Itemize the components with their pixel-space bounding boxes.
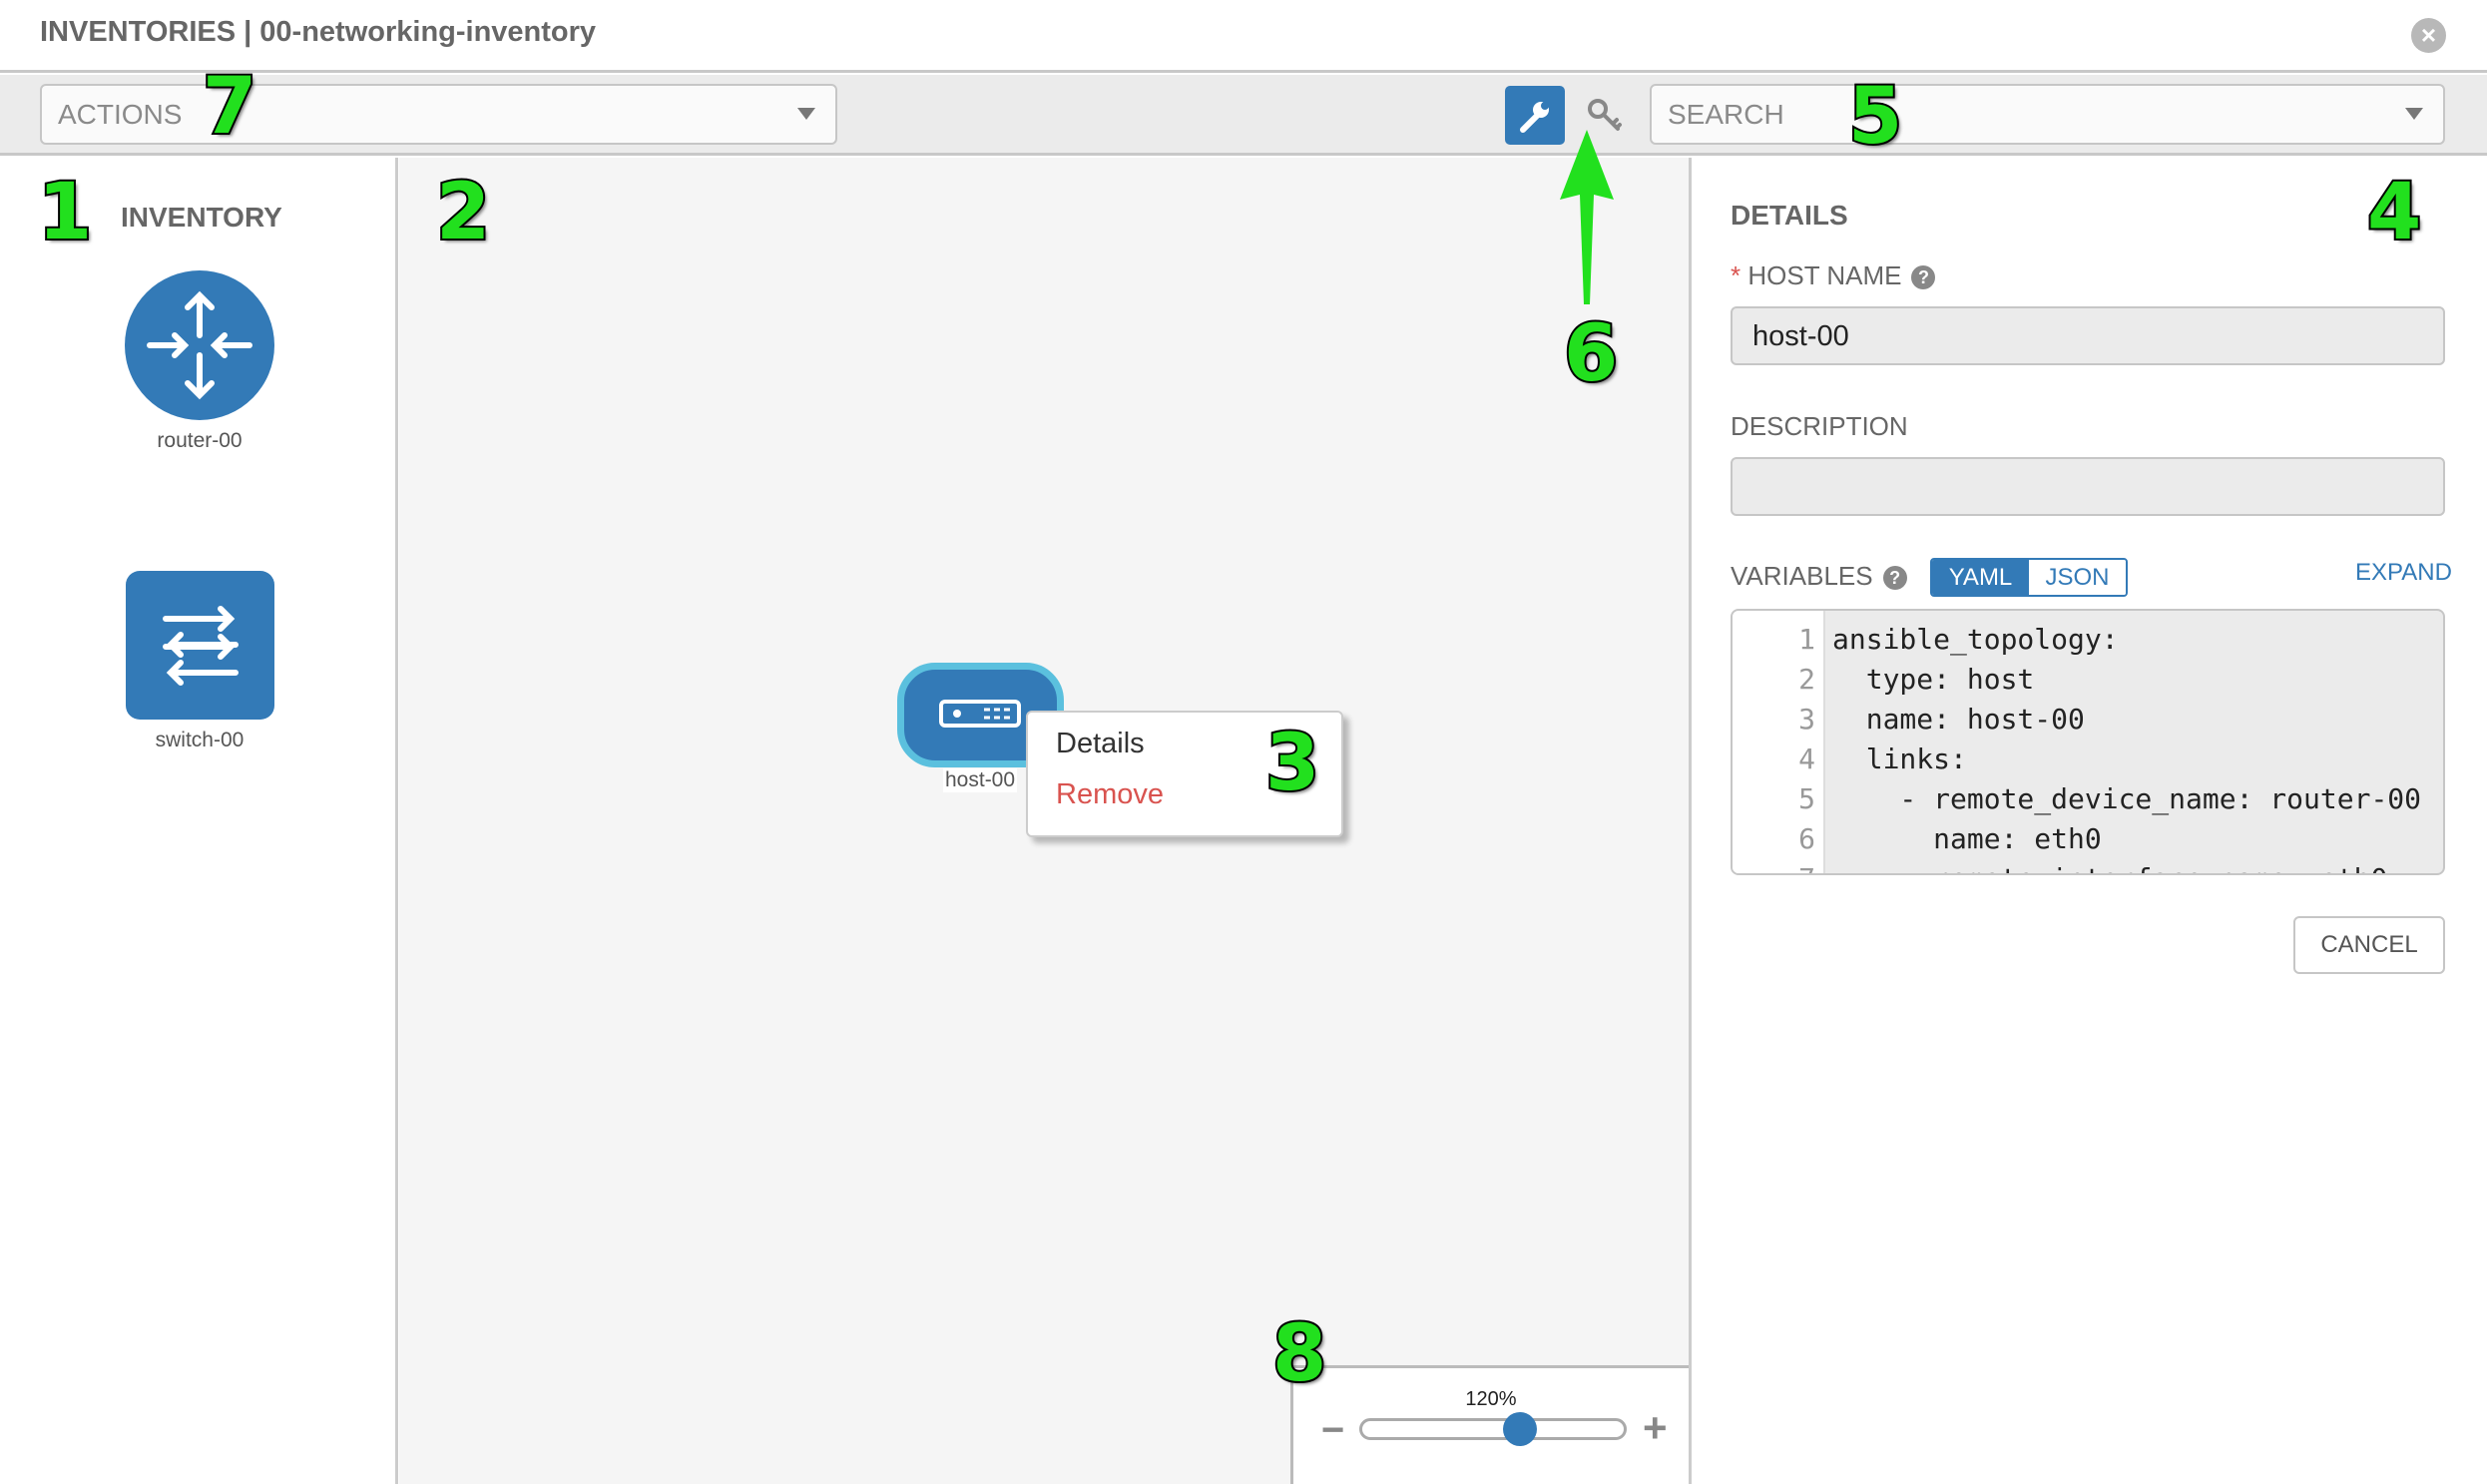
line-number: 4 xyxy=(1798,742,1815,775)
close-icon[interactable]: × xyxy=(2411,18,2446,53)
host-name-label-text: HOST NAME xyxy=(1747,260,1902,290)
annotation-6: 6 xyxy=(1562,307,1620,401)
annotation-8: 8 xyxy=(1270,1307,1328,1401)
page-title: INVENTORIES | 00-networking-inventory xyxy=(40,16,597,48)
zoom-slider-handle[interactable] xyxy=(1502,1412,1537,1446)
help-icon[interactable]: ? xyxy=(1911,265,1936,290)
zoom-slider[interactable] xyxy=(1359,1418,1627,1440)
code-line: ansible_topology: xyxy=(1832,623,2119,656)
router-label: router-00 xyxy=(157,429,243,452)
description-input[interactable] xyxy=(1731,457,2445,516)
inventory-title: INVENTORY xyxy=(121,202,282,233)
line-number: 5 xyxy=(1798,782,1815,815)
code-line: - remote_device_name: router-00 xyxy=(1832,782,2422,815)
search-dropdown[interactable]: SEARCH xyxy=(1650,84,2445,145)
variables-label: VARIABLES? xyxy=(1731,561,1907,592)
switch-label: switch-00 xyxy=(155,729,245,751)
annotation-7: 7 xyxy=(201,60,258,154)
wrench-button[interactable] xyxy=(1505,86,1565,145)
menu-item-details[interactable]: Details xyxy=(1056,728,1145,759)
annotation-1: 1 xyxy=(36,166,94,259)
code-line: name: eth0 xyxy=(1832,822,2102,855)
yaml-toggle[interactable]: YAML xyxy=(1932,560,2029,595)
line-number: 7 xyxy=(1798,862,1815,873)
code-line: remote_interface_name: eth0 xyxy=(1832,862,2387,873)
key-icon[interactable] xyxy=(1585,96,1625,136)
expand-link[interactable]: EXPAND xyxy=(2355,559,2452,586)
line-gutter: 1 2 3 4 5 6 7 xyxy=(1733,611,1825,873)
host-name-input[interactable]: host-00 xyxy=(1731,306,2445,365)
description-label: DESCRIPTION xyxy=(1731,411,1908,441)
host-name-value: host-00 xyxy=(1752,320,1849,352)
code-line: type: host xyxy=(1832,663,2035,696)
switch-item[interactable] xyxy=(126,571,274,720)
zoom-out-button[interactable]: − xyxy=(1321,1408,1345,1452)
required-mark: * xyxy=(1731,260,1741,290)
chevron-down-icon xyxy=(2405,108,2423,120)
line-number: 3 xyxy=(1798,703,1815,736)
variables-label-text: VARIABLES xyxy=(1731,561,1873,591)
host-server-icon xyxy=(939,700,1021,728)
host-node-label: host-00 xyxy=(943,768,1018,792)
router-icon xyxy=(147,290,252,400)
switch-icon xyxy=(163,606,239,686)
annotation-4: 4 xyxy=(2365,166,2423,259)
search-input[interactable]: SEARCH xyxy=(1668,99,1784,130)
inventory-panel: INVENTORY router-00 switch-00 xyxy=(0,158,398,1484)
annotation-arrow-icon xyxy=(1560,130,1614,304)
cancel-button[interactable]: CANCEL xyxy=(2293,916,2445,974)
help-icon[interactable]: ? xyxy=(1882,566,1907,591)
details-title: DETAILS xyxy=(1731,200,1848,231)
host-name-label: * HOST NAME? xyxy=(1731,260,1936,291)
wrench-icon xyxy=(1520,102,1549,133)
line-number: 6 xyxy=(1798,822,1815,855)
zoom-level: 120% xyxy=(1465,1388,1517,1410)
menu-item-remove[interactable]: Remove xyxy=(1056,778,1164,810)
json-toggle[interactable]: JSON xyxy=(2029,560,2126,595)
annotation-2: 2 xyxy=(434,166,492,259)
format-toggle: YAML JSON xyxy=(1930,558,2128,597)
chevron-down-icon xyxy=(797,108,815,120)
code-line: name: host-00 xyxy=(1832,703,2085,736)
zoom-in-button[interactable]: + xyxy=(1643,1404,1668,1451)
line-number: 2 xyxy=(1798,663,1815,696)
annotation-3: 3 xyxy=(1263,717,1321,810)
line-number: 1 xyxy=(1798,623,1815,656)
code-line: links: xyxy=(1832,742,1967,775)
title-bar: INVENTORIES | 00-networking-inventory × xyxy=(0,0,2487,73)
annotation-5: 5 xyxy=(1846,70,1904,164)
variables-editor[interactable]: 1 2 3 4 5 6 7 ansible_topology: type: host nam… xyxy=(1731,609,2445,875)
context-menu: Details Remove xyxy=(1026,711,1343,837)
router-item[interactable] xyxy=(125,270,274,420)
zoom-widget: 120% − + xyxy=(1290,1365,1689,1484)
actions-label: ACTIONS xyxy=(58,99,183,130)
actions-dropdown[interactable]: ACTIONS xyxy=(40,84,837,145)
